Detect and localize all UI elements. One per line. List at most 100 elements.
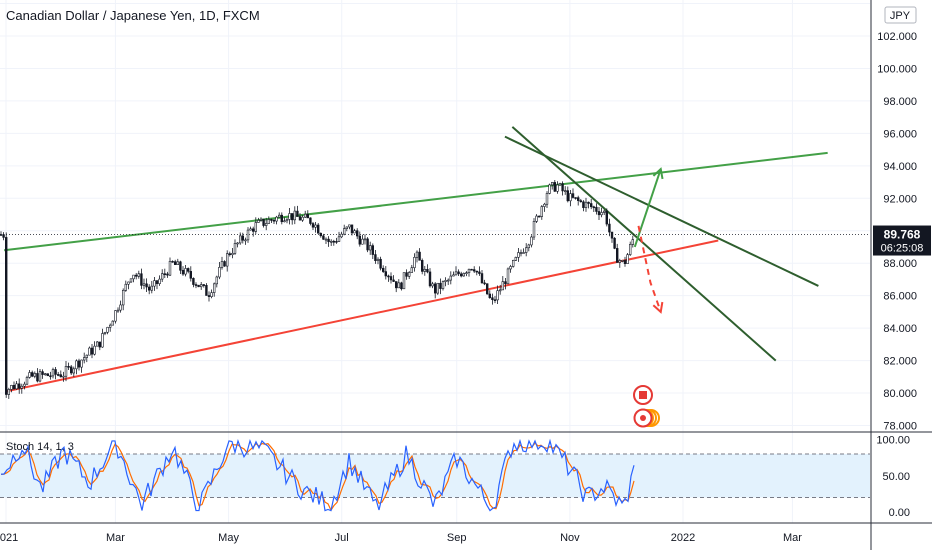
candle-body (501, 281, 504, 291)
last-price-tag (873, 225, 931, 256)
candle-body (335, 241, 338, 243)
canada-flag-icon-mark (639, 391, 647, 399)
candle-body (80, 359, 83, 368)
candle-body (246, 229, 250, 241)
candle-body (303, 213, 307, 218)
candle-body (124, 283, 128, 291)
candle-body (213, 283, 216, 293)
candle-body (472, 269, 476, 272)
dark-green-trend-line (511, 126, 777, 362)
candle-body (85, 354, 89, 358)
candle-body (322, 235, 325, 240)
candle-body (314, 224, 317, 228)
candle-body (161, 273, 164, 280)
candle-body (150, 285, 153, 291)
candle-body (135, 274, 138, 277)
candle-body (407, 272, 411, 277)
candle-body (20, 385, 23, 389)
candle-body (163, 273, 166, 275)
candle-body (618, 260, 622, 263)
candle-body (387, 275, 390, 278)
candle-body (485, 283, 489, 295)
candle-body (184, 268, 187, 275)
candle-body (77, 360, 81, 368)
event-icons (633, 385, 660, 428)
candle-body (296, 210, 299, 217)
candle-body (220, 261, 224, 268)
candle-body (441, 281, 445, 289)
candle-body (374, 254, 377, 261)
candle-body (109, 324, 112, 328)
candle-body (550, 182, 554, 186)
candle-body (166, 273, 169, 276)
candle-body (293, 210, 296, 221)
red-arrowhead (652, 301, 664, 314)
currency-badge (884, 6, 917, 24)
candle-body (613, 237, 616, 249)
stoch-tick-label: 100.00 (876, 435, 910, 447)
candle-body (348, 224, 351, 228)
candle-body (600, 212, 603, 216)
candle-body (350, 224, 354, 234)
chart-grid (0, 0, 870, 523)
candle-body (337, 236, 341, 242)
candle-body (530, 236, 533, 246)
candle-body (176, 261, 179, 265)
candle-body (319, 232, 322, 237)
candle-body (626, 254, 629, 264)
candle-body (506, 268, 510, 285)
last-price-countdown: 06:25:08 (881, 243, 924, 255)
candle-body (233, 243, 237, 254)
y-tick-label: 92.000 (883, 193, 917, 205)
candle-body (582, 201, 585, 208)
candle-body (571, 193, 575, 198)
candle-body (608, 223, 611, 233)
candle-body (439, 282, 442, 289)
candle-body (106, 326, 109, 333)
candle-body (12, 385, 16, 390)
candle-body (132, 274, 135, 280)
candle-body (30, 372, 34, 377)
x-tick-label: 2021 (0, 532, 18, 544)
candle-body (181, 269, 185, 275)
candle-body (475, 270, 478, 273)
candle-body (592, 206, 596, 209)
candle-body (478, 271, 481, 274)
candle-body (452, 274, 455, 277)
candle-body (605, 210, 609, 225)
candle-body (264, 223, 268, 226)
candle-body (142, 283, 146, 286)
candle-body (519, 252, 523, 254)
x-tick-label: May (218, 532, 239, 544)
candle-body (272, 219, 276, 222)
candle-body (236, 242, 239, 245)
candle-body (15, 383, 18, 390)
candle-body (496, 290, 499, 301)
candle-body (428, 271, 432, 287)
candle-body (540, 206, 544, 217)
candle-body (433, 283, 437, 294)
japan-flag-icon-dot (640, 415, 646, 421)
stoch-tick-label: 50.00 (882, 471, 910, 483)
candle-body (491, 297, 494, 301)
candle-body (368, 245, 372, 251)
candle-body (345, 226, 348, 229)
candle-body (504, 281, 507, 285)
candle-body (418, 251, 421, 261)
candle-body (628, 244, 632, 255)
trend-lines (0, 126, 870, 393)
candle-body (392, 279, 395, 282)
y-tick-label: 82.000 (883, 356, 917, 368)
y-tick-label: 98.000 (883, 96, 917, 108)
candle-body (595, 206, 598, 212)
candle-body (215, 276, 218, 285)
candle-body (436, 282, 439, 294)
candle-body (252, 228, 255, 232)
candle-body (88, 347, 91, 356)
candle-body (454, 271, 458, 276)
candle-body (33, 373, 37, 377)
candle-body (122, 290, 125, 306)
candle-body (158, 278, 161, 284)
